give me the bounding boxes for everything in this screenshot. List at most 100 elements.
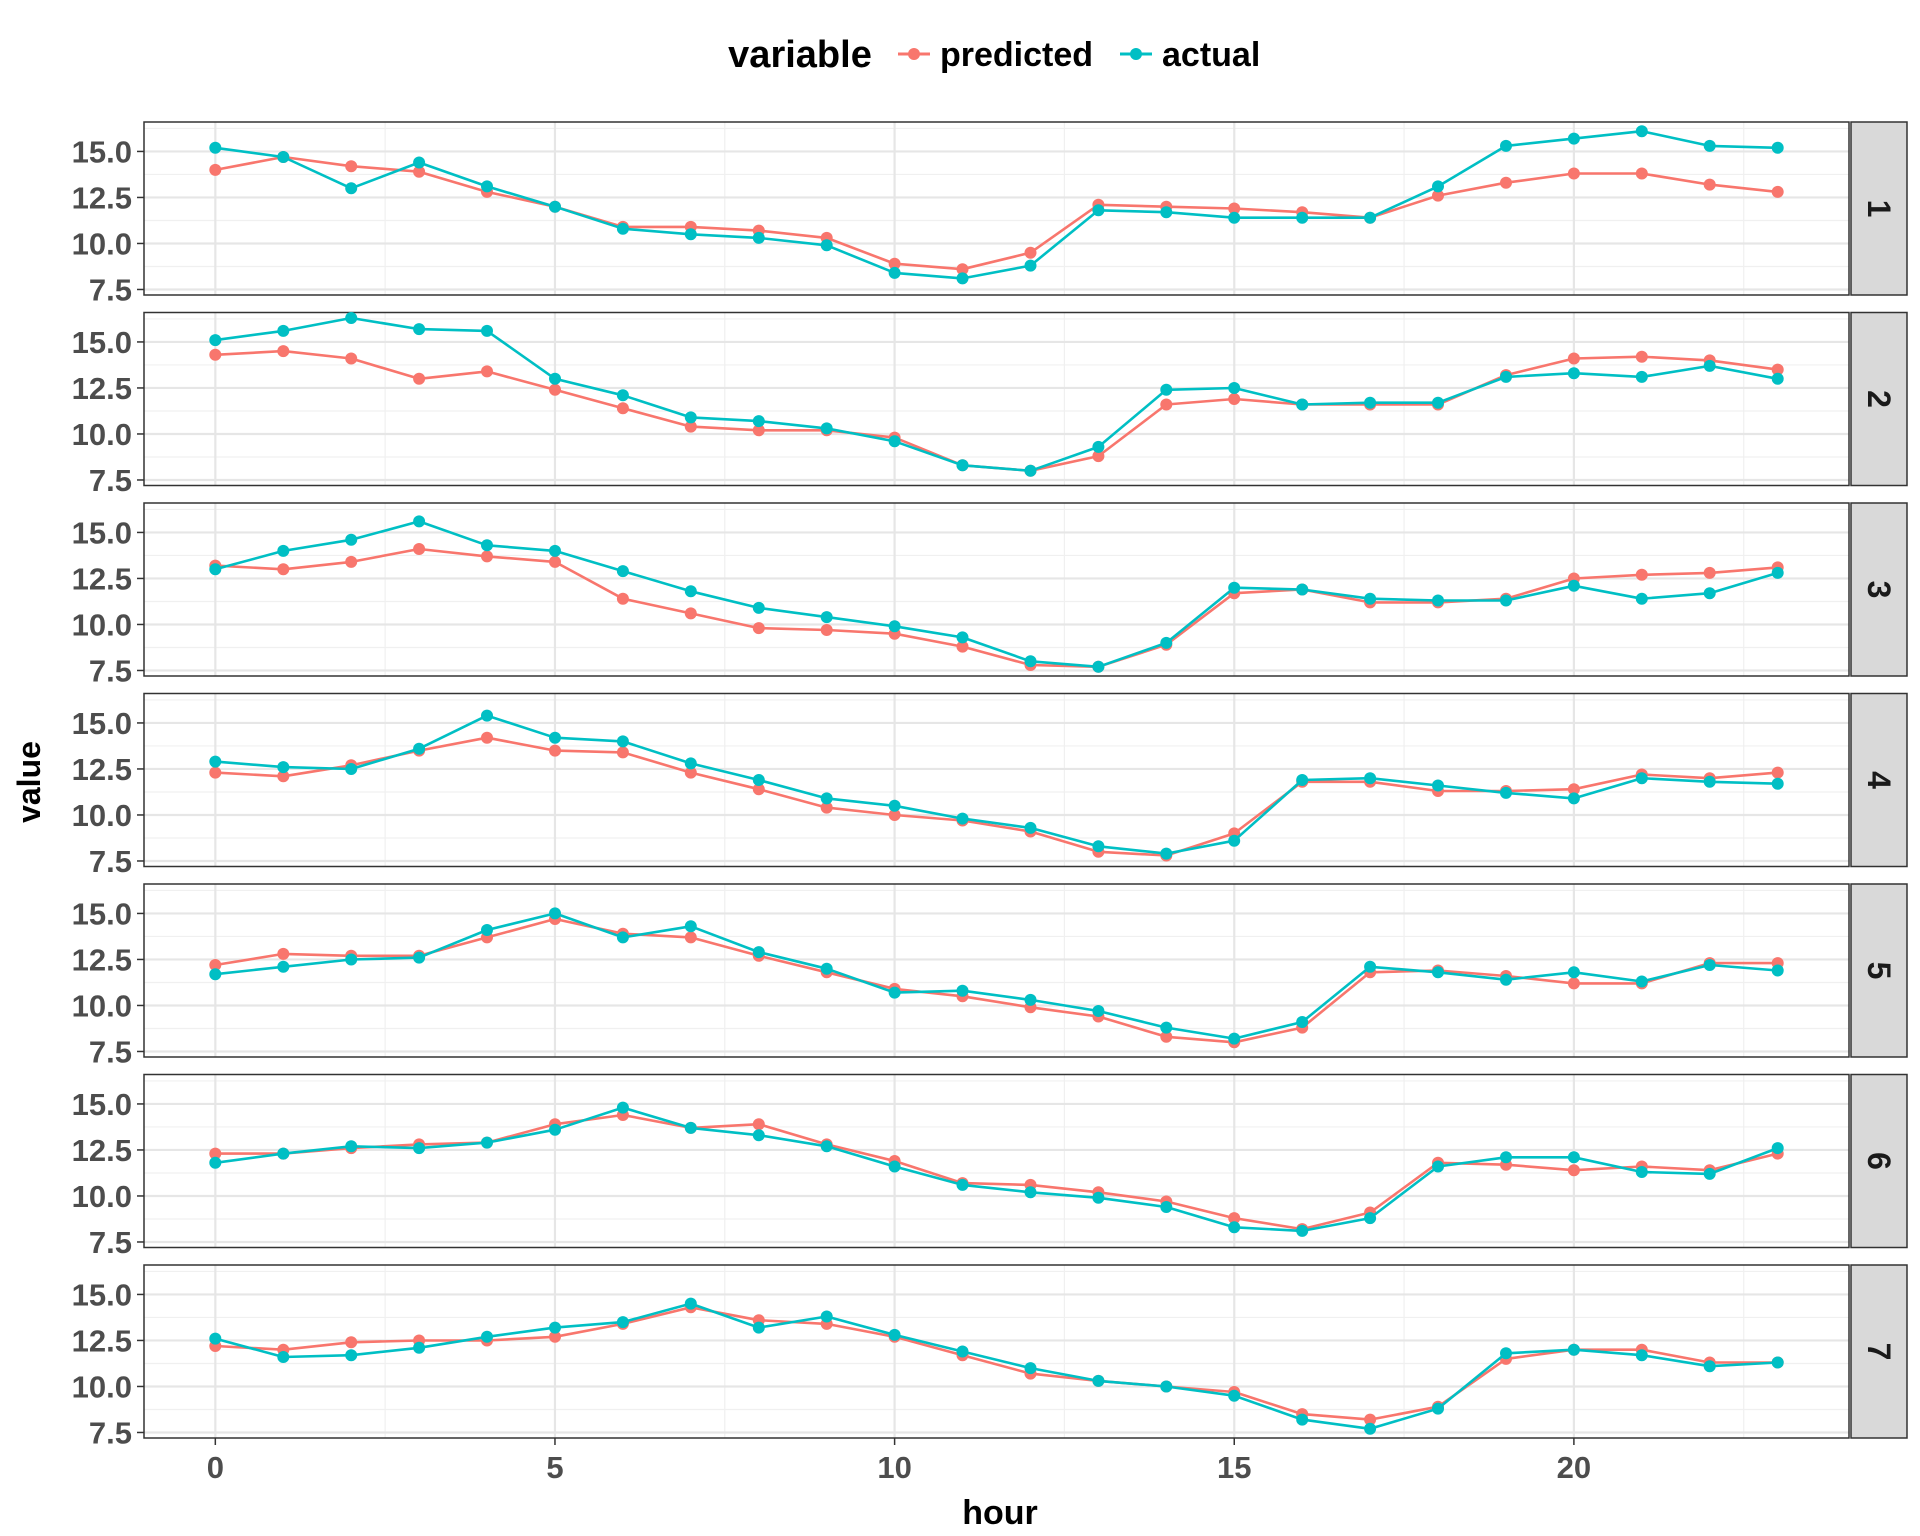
data-point (956, 263, 969, 276)
y-tick-label: 12.5 (72, 752, 132, 787)
data-point (1364, 960, 1377, 973)
data-point (616, 402, 629, 415)
panel-1: 15.0 12.5 10.0 7.5 1 (72, 121, 1908, 307)
panel-border (143, 311, 1850, 487)
data-point (1228, 1221, 1241, 1234)
data-point (277, 960, 290, 973)
panel-4: 15.0 12.5 10.0 7.5 4 (72, 692, 1908, 879)
data-point (1296, 583, 1309, 596)
data-point (956, 1345, 969, 1358)
data-point (820, 801, 833, 814)
data-point (616, 592, 629, 605)
y-tick-label: 12.5 (72, 371, 132, 406)
data-point (1567, 167, 1580, 180)
data-point (277, 345, 290, 358)
y-tick-label: 15.0 (72, 1277, 132, 1312)
data-point (1228, 1212, 1241, 1225)
data-point (684, 607, 697, 620)
series-line (215, 1306, 1778, 1421)
data-point (1703, 178, 1716, 191)
y-tick-label: 12.5 (72, 180, 132, 215)
data-point (1092, 840, 1105, 853)
data-point (616, 1101, 629, 1114)
data-point (684, 1297, 697, 1310)
data-point (1432, 180, 1444, 193)
series-line (215, 714, 1778, 855)
data-point (413, 165, 426, 178)
y-tick-label: 10.0 (72, 226, 132, 261)
data-point (1296, 1016, 1309, 1028)
facet-strip (1850, 121, 1908, 296)
y-tick-label: 10.0 (72, 1369, 132, 1404)
data-point (277, 563, 290, 576)
series-line (215, 912, 1778, 1040)
data-point (345, 555, 358, 568)
data-point (1771, 1142, 1784, 1155)
data-point (752, 1129, 765, 1142)
series-line (215, 316, 1778, 473)
data-point (752, 231, 765, 244)
data-point (1160, 206, 1173, 219)
series-actual (209, 907, 1784, 1045)
data-point (549, 744, 561, 757)
data-point (888, 799, 901, 812)
y-tick-label: 7.5 (89, 844, 132, 879)
data-point (1500, 594, 1512, 607)
data-point (888, 1160, 901, 1173)
data-point (1024, 259, 1037, 272)
data-point (1771, 766, 1784, 779)
data-point (1635, 975, 1648, 988)
data-point (1228, 382, 1241, 394)
data-point (1024, 821, 1037, 834)
data-point (481, 550, 493, 563)
data-point (616, 222, 629, 235)
data-point (1703, 566, 1716, 579)
data-point (277, 151, 290, 163)
data-point (413, 323, 426, 336)
data-point (820, 962, 833, 975)
y-tick-label: 12.5 (72, 942, 132, 977)
data-point (1228, 834, 1241, 847)
x-tick-label: 20 (1557, 1450, 1591, 1485)
legend-key-point (908, 48, 920, 60)
data-point (1160, 1380, 1173, 1393)
series-actual (209, 1101, 1784, 1237)
y-tick-label: 12.5 (72, 561, 132, 596)
data-point (752, 946, 765, 959)
data-point (1092, 660, 1105, 673)
data-point (1228, 202, 1241, 215)
facet-strip (1850, 883, 1908, 1058)
data-point (549, 1330, 561, 1343)
data-point (820, 1310, 833, 1323)
data-point (820, 792, 833, 805)
legend-key-point (1130, 48, 1142, 60)
legend-label: actual (1162, 36, 1260, 74)
data-point (345, 1349, 358, 1362)
series-actual (209, 515, 1784, 673)
data-point (684, 585, 697, 598)
data-point (277, 324, 290, 337)
data-point (549, 1321, 561, 1334)
data-point (1567, 977, 1580, 990)
data-point (1567, 966, 1580, 979)
data-point (209, 334, 222, 347)
data-point (209, 1332, 222, 1345)
y-tick-label: 10.0 (72, 607, 132, 642)
y-tick-label: 15.0 (72, 515, 132, 550)
data-point (209, 348, 222, 361)
data-point (1703, 1167, 1716, 1180)
data-point (413, 742, 426, 755)
legend-item-predicted: predicted (898, 36, 1093, 74)
data-point (752, 415, 765, 428)
data-point (549, 907, 561, 920)
data-point (1228, 1032, 1241, 1045)
data-point (1703, 139, 1716, 152)
data-point (956, 272, 969, 285)
data-point (277, 1351, 290, 1363)
data-point (1635, 1349, 1648, 1362)
data-point (1092, 1191, 1105, 1204)
series-line (214, 1302, 1778, 1431)
facet-strip (1850, 502, 1908, 677)
data-point (1296, 211, 1309, 224)
y-tick-label: 10.0 (72, 417, 132, 452)
